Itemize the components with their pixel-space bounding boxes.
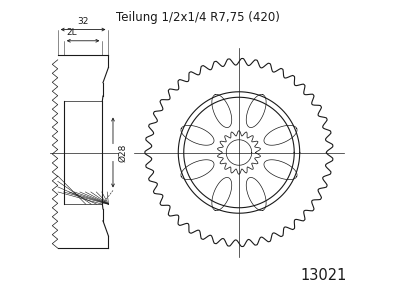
Text: 32: 32: [77, 17, 89, 26]
Text: Teilung 1/2x1/4 R7,75 (420): Teilung 1/2x1/4 R7,75 (420): [116, 11, 280, 24]
Text: Ø28: Ø28: [118, 143, 127, 162]
Text: 13021: 13021: [301, 268, 347, 283]
Text: 2L: 2L: [67, 28, 78, 37]
